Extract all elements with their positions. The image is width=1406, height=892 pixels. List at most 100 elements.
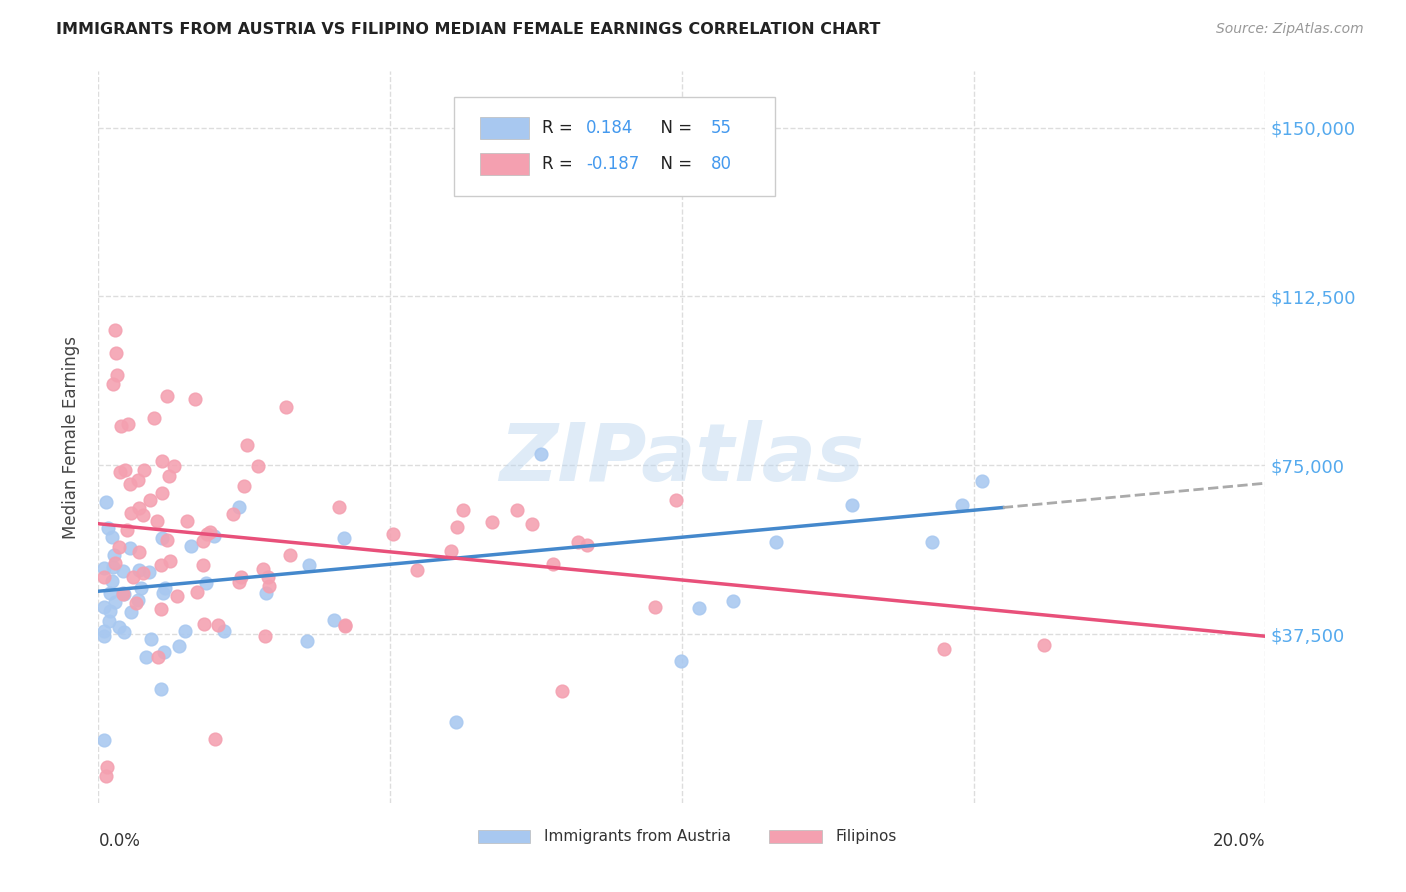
- Point: [98, 604, 121, 618]
- Text: 20.0%: 20.0%: [1213, 832, 1265, 850]
- Point: [236, 438, 259, 452]
- Point: [274, 400, 297, 414]
- Point: [94, 494, 117, 508]
- Point: [127, 474, 149, 488]
- Point: [108, 620, 131, 634]
- Point: [541, 557, 564, 571]
- Text: Filipinos: Filipinos: [837, 829, 897, 844]
- Point: [93, 624, 115, 639]
- Point: [688, 601, 710, 615]
- Point: [128, 501, 150, 516]
- Point: [139, 632, 162, 646]
- Point: [232, 479, 254, 493]
- Point: [567, 535, 589, 549]
- Point: [150, 531, 173, 545]
- Point: [381, 527, 404, 541]
- Point: [111, 586, 134, 600]
- Point: [259, 579, 281, 593]
- Point: [100, 574, 122, 588]
- Point: [111, 564, 134, 578]
- Point: [138, 565, 160, 579]
- Point: [252, 562, 274, 576]
- Point: [335, 619, 357, 633]
- Point: [721, 594, 744, 608]
- Point: [405, 563, 427, 577]
- Point: [108, 540, 131, 554]
- Point: [180, 539, 202, 553]
- Point: [520, 516, 543, 531]
- Point: [93, 569, 115, 583]
- Point: [129, 581, 152, 595]
- Point: [117, 417, 139, 431]
- Point: [122, 570, 145, 584]
- Point: [506, 503, 529, 517]
- Point: [159, 554, 181, 568]
- Point: [195, 575, 218, 590]
- Point: [120, 605, 142, 619]
- Point: [934, 642, 956, 657]
- FancyBboxPatch shape: [479, 118, 529, 139]
- Point: [191, 558, 214, 572]
- Point: [972, 474, 994, 488]
- Text: Immigrants from Austria: Immigrants from Austria: [544, 829, 731, 844]
- Text: -0.187: -0.187: [586, 155, 640, 173]
- Point: [93, 629, 115, 643]
- Point: [204, 732, 226, 747]
- Point: [207, 618, 229, 632]
- Point: [153, 582, 176, 596]
- Point: [120, 506, 142, 520]
- Point: [295, 634, 318, 648]
- Point: [132, 463, 155, 477]
- Point: [950, 498, 973, 512]
- Point: [173, 624, 195, 638]
- Text: R =: R =: [541, 120, 578, 137]
- Point: [120, 477, 142, 491]
- Point: [97, 614, 120, 628]
- Point: [96, 521, 118, 535]
- Point: [101, 530, 124, 544]
- Point: [93, 599, 115, 614]
- FancyBboxPatch shape: [769, 830, 823, 843]
- Point: [132, 508, 155, 523]
- Point: [298, 558, 321, 572]
- Point: [256, 585, 278, 599]
- Text: Source: ZipAtlas.com: Source: ZipAtlas.com: [1216, 22, 1364, 37]
- Point: [481, 515, 503, 529]
- Text: IMMIGRANTS FROM AUSTRIA VS FILIPINO MEDIAN FEMALE EARNINGS CORRELATION CHART: IMMIGRANTS FROM AUSTRIA VS FILIPINO MEDI…: [56, 22, 880, 37]
- Point: [193, 617, 215, 632]
- FancyBboxPatch shape: [479, 153, 529, 175]
- FancyBboxPatch shape: [478, 830, 530, 843]
- Point: [198, 524, 221, 539]
- Point: [228, 500, 250, 515]
- Point: [145, 514, 167, 528]
- Point: [551, 684, 574, 698]
- Point: [111, 587, 134, 601]
- Point: [110, 419, 132, 434]
- Point: [150, 454, 173, 468]
- Point: [212, 624, 235, 638]
- Point: [104, 556, 127, 570]
- Text: 0.0%: 0.0%: [98, 832, 141, 850]
- Text: N =: N =: [651, 120, 697, 137]
- Point: [149, 558, 172, 572]
- Point: [765, 535, 787, 549]
- Point: [444, 714, 467, 729]
- Point: [184, 392, 207, 407]
- Point: [440, 543, 463, 558]
- Point: [257, 570, 280, 584]
- Point: [446, 519, 468, 533]
- Point: [143, 410, 166, 425]
- Text: ZIPatlas: ZIPatlas: [499, 420, 865, 498]
- Text: N =: N =: [651, 155, 697, 173]
- Point: [166, 589, 188, 603]
- Point: [665, 492, 688, 507]
- Point: [98, 586, 121, 600]
- Point: [278, 549, 301, 563]
- Point: [104, 345, 127, 359]
- Point: [328, 500, 350, 515]
- Point: [104, 594, 127, 608]
- Point: [112, 624, 135, 639]
- Point: [125, 596, 148, 610]
- Point: [195, 526, 218, 541]
- Point: [156, 533, 179, 547]
